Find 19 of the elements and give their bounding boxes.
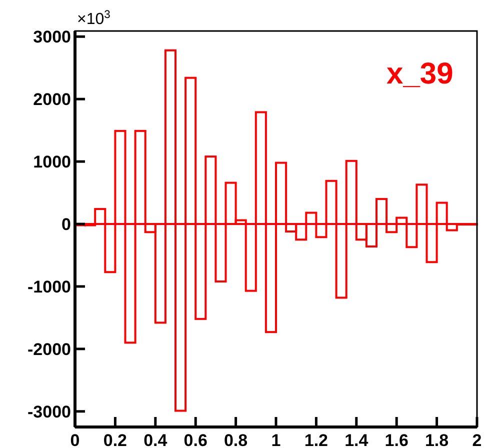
y-tick-label: 2000	[33, 90, 71, 110]
text: x_39	[386, 57, 454, 90]
x-tick-label: 1	[271, 431, 281, 448]
x-tick-label: 0.8	[224, 431, 248, 448]
y-tick-label: 3000	[33, 28, 71, 47]
x-tick-label: 1.4	[344, 431, 369, 448]
x-tick-label: 2	[472, 431, 482, 448]
x-tick-label: 1.2	[304, 431, 328, 448]
y-axis-title: ×10$^{3}$	[77, 9, 110, 28]
x-tick-label: 0.6	[184, 431, 208, 448]
y-tick-label: -3000	[28, 402, 71, 422]
y-tick-label: -1000	[28, 277, 71, 296]
x-tick-label: 0.2	[103, 431, 128, 448]
y-tick-label: 0	[62, 214, 71, 234]
x-tick-label: 1.6	[384, 431, 408, 448]
y-tick-label: 1000	[33, 152, 71, 172]
x-tick-label: 0.4	[144, 431, 168, 448]
y-tick-label: -2000	[28, 340, 71, 359]
x-tick-label: 1.8	[424, 431, 449, 448]
